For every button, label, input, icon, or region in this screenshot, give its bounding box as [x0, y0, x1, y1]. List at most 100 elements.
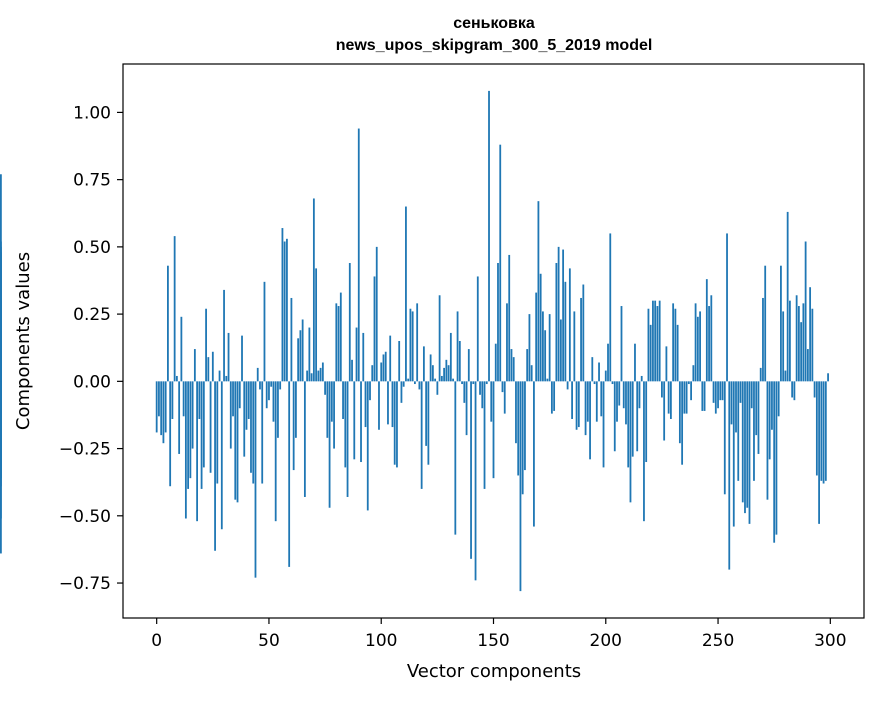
bar	[483, 381, 486, 489]
bar	[503, 381, 506, 414]
bar	[656, 306, 659, 382]
bar	[775, 381, 778, 535]
bar	[175, 375, 178, 382]
bar	[196, 381, 198, 522]
bar	[355, 327, 358, 382]
bar	[766, 381, 769, 500]
y-tick-label: 0.50	[73, 238, 111, 258]
bar	[409, 308, 412, 382]
bar	[735, 381, 737, 433]
bar	[542, 311, 544, 382]
bar	[692, 365, 695, 382]
bar	[416, 303, 419, 382]
bar	[384, 351, 387, 382]
bar	[218, 370, 221, 382]
bar	[0, 381, 2, 479]
bar	[631, 381, 634, 457]
bar	[780, 265, 782, 382]
bar	[598, 362, 600, 382]
bar	[537, 201, 540, 382]
bar	[319, 367, 322, 382]
bar	[250, 381, 252, 473]
bars-layer	[0, 90, 829, 592]
bar	[229, 381, 232, 449]
bar	[676, 324, 679, 382]
bar	[526, 349, 529, 382]
bar	[281, 228, 284, 382]
bar	[685, 381, 688, 414]
bar	[591, 357, 594, 382]
bar	[721, 381, 724, 401]
bar	[658, 300, 661, 382]
bar	[191, 381, 194, 449]
bar	[728, 381, 731, 570]
bar	[546, 378, 549, 382]
bar	[669, 381, 672, 419]
bar	[431, 365, 434, 382]
bar	[645, 381, 648, 463]
bar	[571, 381, 573, 419]
bar	[449, 332, 452, 382]
bar	[701, 381, 704, 411]
bar	[225, 375, 228, 382]
bar	[485, 381, 488, 385]
bar	[719, 381, 722, 401]
bar	[497, 263, 499, 382]
bar	[422, 346, 425, 382]
bar	[604, 370, 607, 382]
bar	[717, 381, 719, 409]
bar	[173, 236, 176, 382]
x-tick-label: 100	[365, 631, 397, 651]
bar	[227, 332, 230, 382]
bar	[187, 381, 190, 489]
bar	[730, 381, 733, 425]
bar	[620, 306, 623, 382]
bar	[600, 381, 603, 417]
bar	[737, 381, 740, 481]
bar	[339, 292, 342, 382]
bar	[577, 381, 580, 428]
y-axis-ticks: −0.75 −0.50 −0.25 0.00 0.25 0.50 0.75 1.00	[59, 103, 123, 594]
bar	[375, 246, 378, 382]
bar	[160, 381, 163, 436]
y-tick-label: −0.75	[59, 574, 111, 594]
x-tick-label: 150	[477, 631, 509, 651]
bar	[434, 378, 437, 382]
bar	[627, 381, 630, 468]
bar	[405, 206, 407, 382]
bar	[232, 381, 234, 417]
bar	[528, 314, 531, 382]
bar	[348, 263, 351, 382]
bar	[261, 381, 264, 484]
bar	[726, 233, 728, 382]
bar	[317, 370, 320, 382]
bar	[746, 381, 749, 508]
bar	[380, 362, 383, 382]
bar	[602, 381, 605, 468]
bar	[634, 343, 636, 382]
bar	[535, 292, 538, 382]
bar	[369, 381, 371, 401]
bar	[472, 381, 475, 385]
bar	[158, 381, 160, 417]
bar	[454, 381, 457, 535]
bar	[438, 295, 441, 382]
bar	[647, 308, 650, 382]
bar	[753, 381, 755, 481]
bar	[342, 381, 344, 419]
bar	[533, 381, 535, 527]
bar	[481, 381, 484, 409]
bar	[710, 295, 713, 382]
bar	[443, 367, 445, 382]
bar	[649, 324, 652, 382]
bar	[362, 332, 365, 382]
y-tick-label: 0.75	[73, 171, 111, 191]
bar	[470, 381, 472, 559]
bar	[207, 357, 210, 382]
bar	[609, 233, 612, 382]
bar	[690, 381, 692, 401]
bar	[180, 316, 183, 382]
bar	[625, 381, 627, 425]
bar	[791, 381, 794, 398]
